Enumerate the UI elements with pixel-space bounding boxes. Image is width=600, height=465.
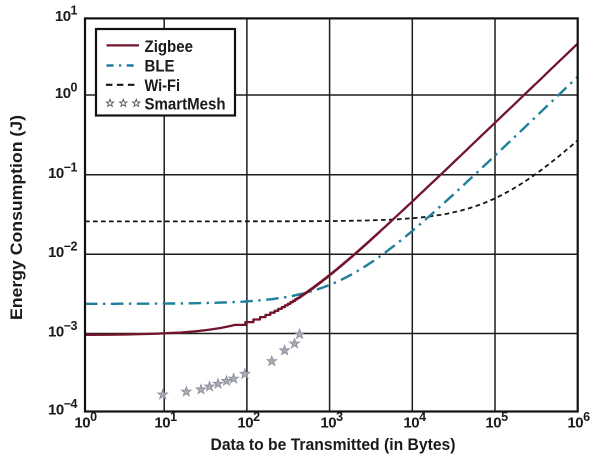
svg-text:BLE: BLE: [145, 57, 175, 76]
svg-text:Zigbee: Zigbee: [145, 37, 194, 56]
svg-text:Energy Consumption (J): Energy Consumption (J): [7, 115, 26, 320]
svg-text:Wi-Fi: Wi-Fi: [145, 76, 181, 95]
svg-text:SmartMesh: SmartMesh: [145, 95, 226, 114]
svg-text:Data to be Transmitted (in Byt: Data to be Transmitted (in Bytes): [211, 435, 456, 454]
